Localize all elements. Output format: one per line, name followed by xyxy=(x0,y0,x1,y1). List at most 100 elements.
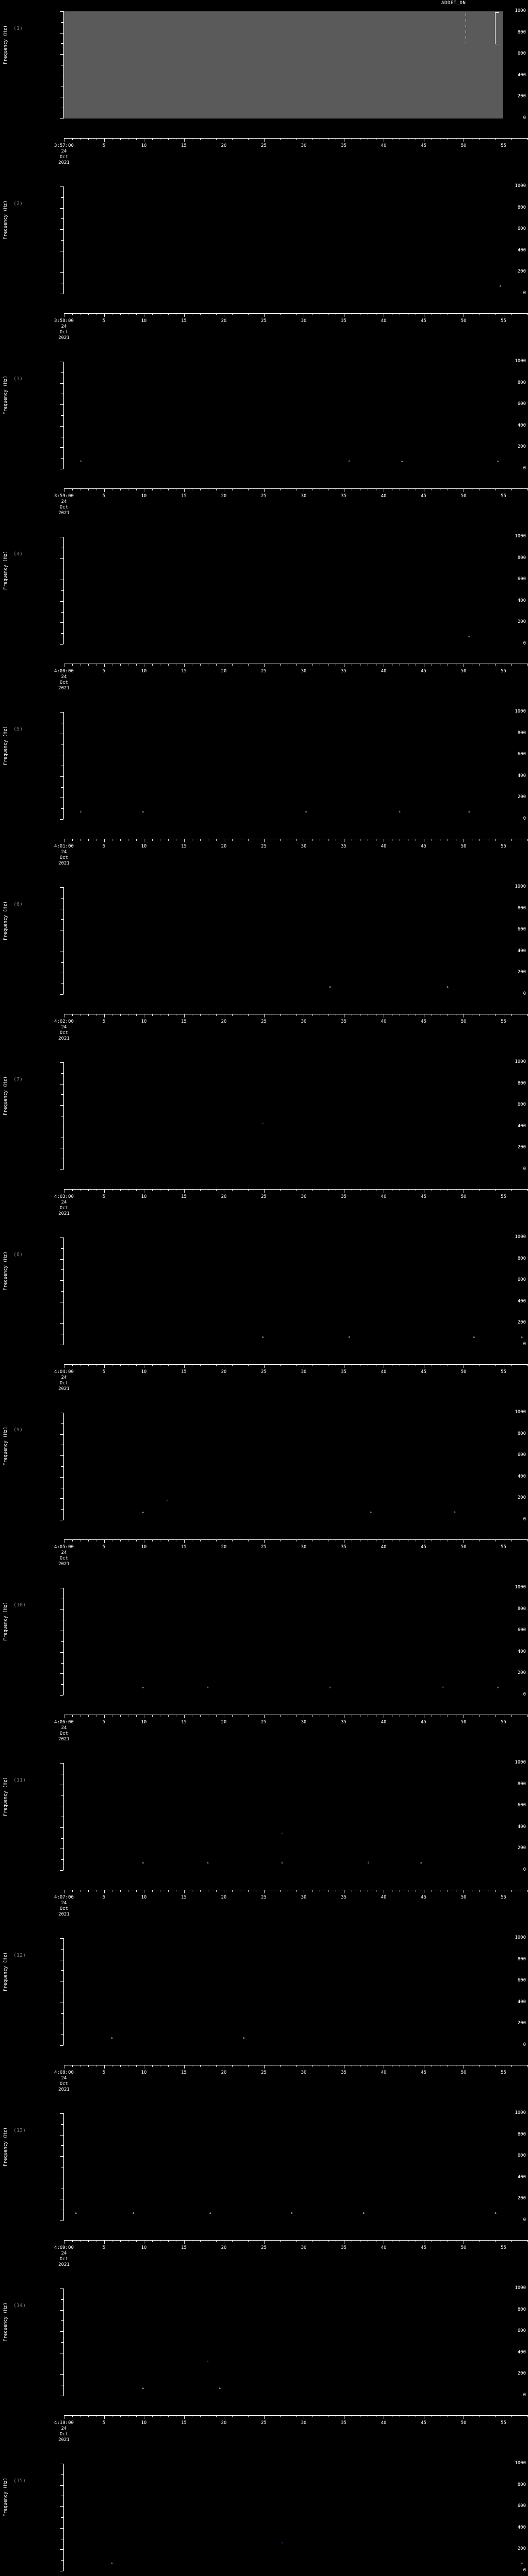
x-tick-minor xyxy=(88,839,89,841)
x-tick-minor xyxy=(72,1189,73,1191)
plot-inner-11: ▵ ▵ ▵ ▵ ▵ ▴ xyxy=(64,1763,528,1870)
y-tick-major xyxy=(60,1105,63,1106)
y-tick-minor xyxy=(61,1291,63,1292)
y-tick-label: 1000 xyxy=(515,1234,526,1240)
x-tick-minor xyxy=(216,138,217,140)
x-tick-major xyxy=(104,1014,105,1018)
x-tick-minor xyxy=(248,664,249,666)
panel-8: ▵ ▵ ▵ ▵ 0 200 400 600 800 1000 Frequency (Hz) (8) 4:… xyxy=(0,1234,528,1413)
x-tick-minor xyxy=(232,2065,233,2067)
x-tick-minor xyxy=(200,2065,201,2067)
x-tick-label: 4:04:00 xyxy=(54,1369,74,1375)
plot-inner-10: ▵ ▵ ▵ ▵ ▵ xyxy=(64,1588,528,1695)
y-axis-spine-13 xyxy=(63,2113,64,2221)
y-tick-minor xyxy=(61,1073,63,1074)
detection-marker: ▵ xyxy=(142,2385,144,2390)
y-tick-label: 1000 xyxy=(515,1059,526,1064)
x-tick-minor xyxy=(248,1715,249,1717)
x-axis-date-stack-2: 24 Oct 2021 xyxy=(58,324,70,341)
x-axis-date-stack-12: 24 Oct 2021 xyxy=(58,2076,70,2093)
y-tick-label: 200 xyxy=(517,1320,526,1326)
detection-marker: ▵ xyxy=(218,2385,221,2390)
detection-marker: ▵ xyxy=(367,1859,370,1865)
y-tick-major xyxy=(60,558,63,559)
x-tick-label: 30 xyxy=(301,2070,307,2075)
x-tick-minor xyxy=(168,2240,169,2242)
x-tick-label: 10 xyxy=(141,2070,147,2075)
x-tick-minor xyxy=(88,2065,89,2067)
y-tick-major xyxy=(60,426,63,427)
y-tick-label: 400 xyxy=(517,773,526,778)
x-tick-label: 10 xyxy=(141,143,147,148)
x-tick-label: 50 xyxy=(460,2420,467,2426)
y-tick-minor xyxy=(61,2299,63,2300)
x-tick-minor xyxy=(152,839,153,841)
y-tick-major xyxy=(60,2156,63,2157)
x-tick-major xyxy=(184,2415,185,2419)
y-tick-minor xyxy=(61,919,63,920)
y-tick-label: 800 xyxy=(517,555,526,561)
x-tick-minor xyxy=(136,664,137,666)
y-tick-label: 600 xyxy=(517,1102,526,1108)
y-tick-major xyxy=(60,2528,63,2529)
plot-area-2: ▵ xyxy=(64,187,528,294)
plot-area-4: ▵ xyxy=(64,537,528,644)
date-line: 2021 xyxy=(58,861,70,866)
date-line: 2021 xyxy=(58,2437,70,2443)
x-tick-minor xyxy=(136,1014,137,1016)
x-tick-minor xyxy=(120,1364,121,1366)
x-tick-minor xyxy=(248,313,249,315)
y-tick-major xyxy=(60,2549,63,2550)
x-tick-minor xyxy=(120,2065,121,2067)
date-line: Oct xyxy=(59,505,69,510)
y-tick-major xyxy=(60,383,63,384)
x-tick-label: 5 xyxy=(102,1545,106,1550)
x-tick-label: 35 xyxy=(341,1194,346,1199)
plot-inner-1 xyxy=(64,11,528,118)
x-tick-major xyxy=(263,2415,265,2419)
date-line: 24 xyxy=(61,499,67,504)
plot-inner-2: ▵ xyxy=(64,187,528,294)
x-tick-minor xyxy=(168,313,169,315)
x-tick-label: 45 xyxy=(421,844,426,849)
x-tick-minor xyxy=(232,2240,233,2242)
x-tick-label: 5 xyxy=(102,1369,106,1375)
detection-marker: ▵ xyxy=(369,1509,372,1514)
date-line: Oct xyxy=(59,330,69,335)
x-tick-minor xyxy=(72,1539,73,1541)
x-tick-major xyxy=(104,1890,105,1893)
y-tick-label: 200 xyxy=(517,1670,526,1676)
y-tick-label: 600 xyxy=(517,1277,526,1283)
detection-marker: ▵ xyxy=(79,458,82,463)
legend-label-addet-on: ADDET_ON xyxy=(441,1,466,6)
x-tick-label: 55 xyxy=(501,1194,506,1199)
x-tick-minor xyxy=(232,1890,233,1892)
x-tick-minor xyxy=(120,664,121,666)
x-tick-minor xyxy=(136,488,137,490)
y-tick-label: 600 xyxy=(517,51,526,57)
y-tick-label: 0 xyxy=(523,2568,526,2573)
plot-inner-9: ▵ ▴ ▵ ▵ xyxy=(64,1413,528,1520)
x-tick-major xyxy=(104,2415,105,2419)
y-tick-major xyxy=(60,1652,63,1653)
panel-number-10: (10) xyxy=(13,1602,26,1608)
x-tick-label: 30 xyxy=(301,143,307,148)
x-axis-date-stack-6: 24 Oct 2021 xyxy=(58,1025,70,1042)
x-tick-minor xyxy=(136,2415,137,2417)
x-tick-label: 40 xyxy=(381,318,387,324)
x-tick-major xyxy=(184,488,185,492)
x-tick-minor xyxy=(200,839,201,841)
x-tick-minor xyxy=(72,1890,73,1892)
x-tick-minor xyxy=(120,839,121,841)
x-tick-minor xyxy=(152,2415,153,2417)
panel-number-6: (6) xyxy=(13,902,23,907)
x-tick-major xyxy=(184,2065,185,2069)
x-tick-minor xyxy=(136,313,137,315)
x-tick-label: 50 xyxy=(460,669,467,674)
detection-marker: ▵ xyxy=(520,1334,523,1339)
x-tick-minor xyxy=(200,2415,201,2417)
x-tick-major xyxy=(184,1539,185,1543)
x-tick-label: 15 xyxy=(181,2420,187,2426)
grey-data-block xyxy=(64,11,503,118)
